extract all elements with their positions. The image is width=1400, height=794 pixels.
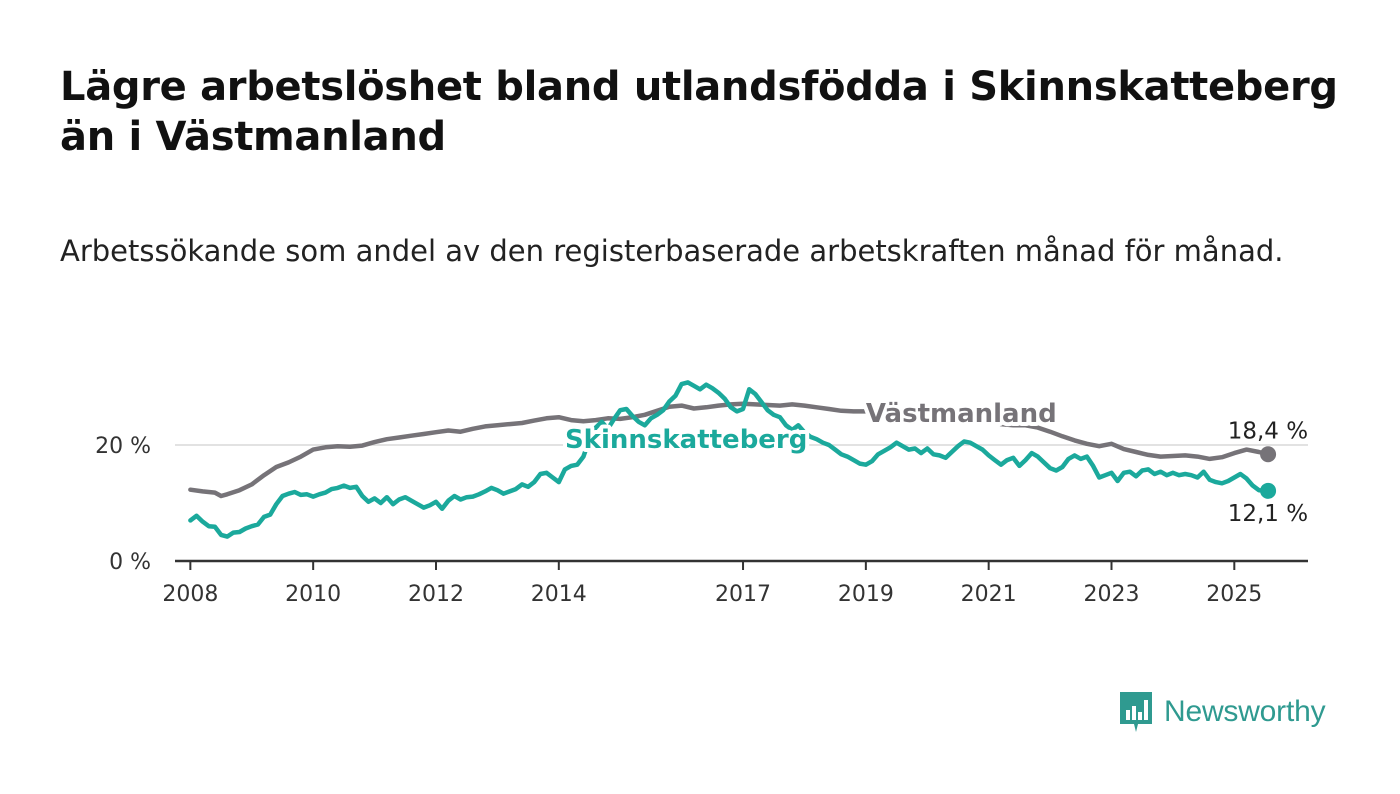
end-value-label: 12,1 % bbox=[1228, 501, 1308, 527]
chart-title: Lägre arbetslöshet bland utlandsfödda i … bbox=[60, 64, 1338, 160]
end-value-label: 18,4 % bbox=[1228, 418, 1308, 444]
brand-name: Newsworthy bbox=[1164, 695, 1326, 728]
end-point-skinnskatteberg bbox=[1260, 482, 1277, 499]
series-label-vastmanland: Västmanland bbox=[866, 399, 1057, 429]
x-tick-label: 2008 bbox=[162, 582, 218, 607]
series-line-skinnskatteberg bbox=[188, 380, 1271, 539]
label-layer: Västmanland Skinnskatteberg 18,4 % 12,1 % bbox=[561, 395, 1311, 530]
series-line-vastmanland bbox=[188, 401, 1271, 499]
x-tick-label: 2025 bbox=[1206, 582, 1262, 607]
grid-layer: 0 % 20 % 2008 2010 2012 2014 2017 2019 2021 2023 2… bbox=[95, 434, 1308, 607]
x-tick-label: 2012 bbox=[408, 582, 464, 607]
y-tick-label: 20 % bbox=[95, 434, 151, 459]
x-tick-label: 2019 bbox=[838, 582, 894, 607]
x-tick-label: 2014 bbox=[531, 582, 587, 607]
x-tick-label: 2017 bbox=[715, 582, 771, 607]
y-tick-label: 0 % bbox=[109, 550, 151, 575]
series-label-skinnskatteberg: Skinnskatteberg bbox=[565, 425, 807, 455]
line-layer bbox=[188, 380, 1277, 539]
newsworthy-logo-icon bbox=[1120, 692, 1152, 732]
x-tick-label: 2023 bbox=[1083, 582, 1139, 607]
end-point-vastmanland bbox=[1260, 446, 1277, 463]
brand-logo[interactable]: Newsworthy bbox=[1118, 690, 1326, 734]
chart-subtitle: Arbetssökande som andel av den registerb… bbox=[60, 234, 1284, 268]
x-tick-label: 2010 bbox=[285, 582, 341, 607]
x-tick-label: 2021 bbox=[961, 582, 1017, 607]
